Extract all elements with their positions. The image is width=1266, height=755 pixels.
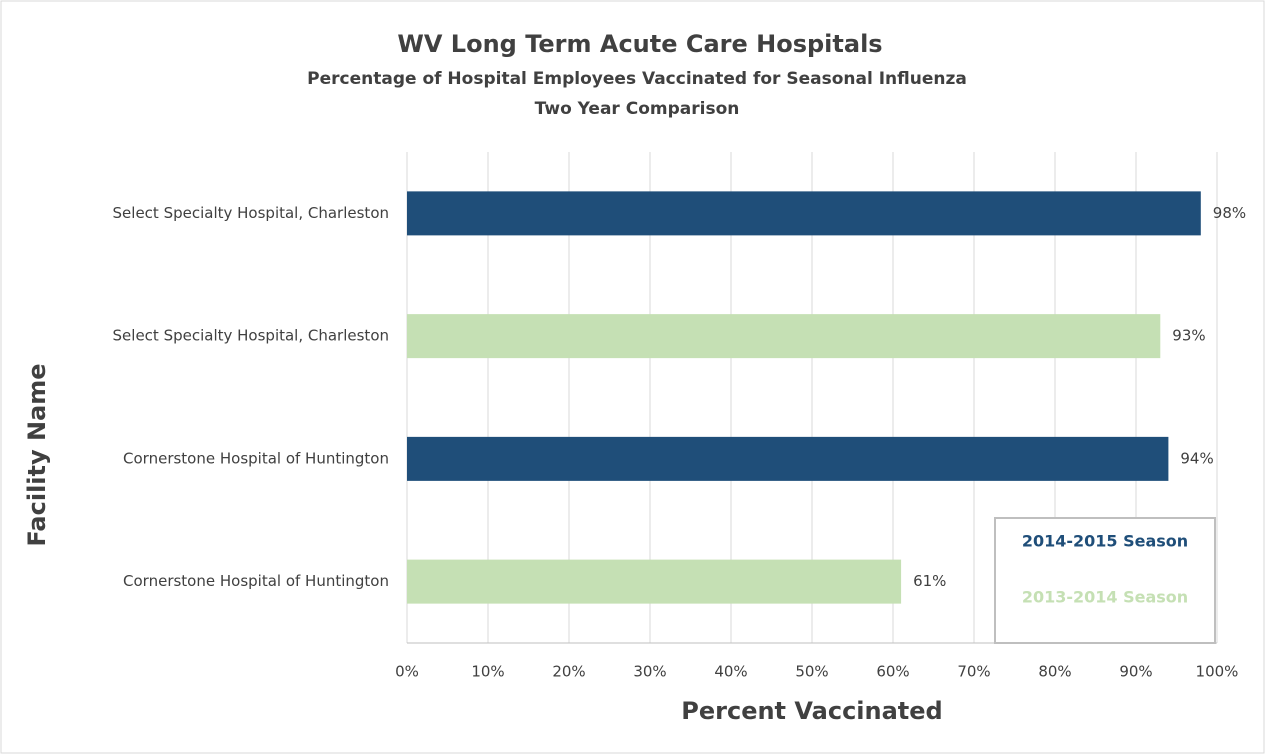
data-label: 94% — [1180, 449, 1213, 467]
data-label: 98% — [1213, 204, 1246, 222]
x-tick-label: 80% — [1038, 663, 1071, 681]
x-tick-label: 20% — [552, 663, 585, 681]
x-tick-label: 40% — [714, 663, 747, 681]
x-tick-label: 60% — [876, 663, 909, 681]
legend-entry: 2013-2014 Season — [1022, 588, 1188, 607]
y-tick-label: Select Specialty Hospital, Charleston — [113, 204, 389, 222]
y-tick-label: Select Specialty Hospital, Charleston — [113, 327, 389, 345]
data-label: 93% — [1172, 327, 1205, 345]
chart-title: WV Long Term Acute Care Hospitals — [397, 30, 882, 58]
legend-entry: 2014-2015 Season — [1022, 532, 1188, 551]
bar — [407, 436, 1169, 481]
x-tick-label: 10% — [471, 663, 504, 681]
x-tick-label: 100% — [1196, 663, 1239, 681]
x-axis-label: Percent Vaccinated — [681, 697, 942, 725]
x-tick-label: 50% — [795, 663, 828, 681]
chart-subtitle: Percentage of Hospital Employees Vaccina… — [307, 69, 967, 89]
x-tick-label: 30% — [633, 663, 666, 681]
legend-box — [994, 517, 1216, 644]
x-tick-label: 70% — [957, 663, 990, 681]
data-label: 61% — [913, 572, 946, 590]
y-tick-label: Cornerstone Hospital of Huntington — [123, 572, 389, 590]
y-tick-label: Cornerstone Hospital of Huntington — [123, 449, 389, 467]
bar — [407, 559, 902, 604]
bar — [407, 314, 1161, 359]
x-tick-label: 0% — [395, 663, 419, 681]
chart-subtitle: Two Year Comparison — [535, 99, 740, 119]
bar — [407, 191, 1201, 236]
x-tick-label: 90% — [1119, 663, 1152, 681]
y-axis-label: Facility Name — [23, 363, 51, 546]
